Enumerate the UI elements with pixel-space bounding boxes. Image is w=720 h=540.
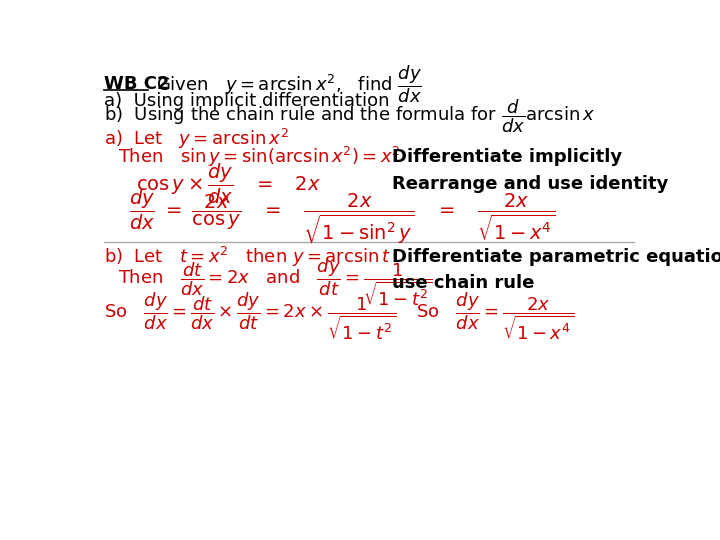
Text: Rearrange and use identity: Rearrange and use identity: [392, 175, 669, 193]
Text: a)  Let   $y = \arcsin x^2$: a) Let $y = \arcsin x^2$: [104, 127, 289, 151]
Text: Differentiate implicitly: Differentiate implicitly: [392, 148, 622, 166]
Text: b)  Let   $t = x^2$   then $y = \arcsin t$: b) Let $t = x^2$ then $y = \arcsin t$: [104, 245, 392, 268]
Text: Then   $\dfrac{dt}{dx} = 2x$   and   $\dfrac{dy}{dt} = \dfrac{1}{\sqrt{1-t^2}}$: Then $\dfrac{dt}{dx} = 2x$ and $\dfrac{d…: [118, 256, 432, 309]
Text: Then   $\sin y = \sin(\arcsin x^2) = x^2$: Then $\sin y = \sin(\arcsin x^2) = x^2$: [118, 145, 400, 169]
Text: WB C2: WB C2: [104, 75, 169, 93]
Text: So   $\dfrac{dy}{dx} = \dfrac{dt}{dx} \times \dfrac{dy}{dt} = 2x \times \dfrac{1: So $\dfrac{dy}{dx} = \dfrac{dt}{dx} \tim…: [104, 291, 396, 342]
Text: $\cos y \times \dfrac{dy}{dx}$   $=$   $2x$: $\cos y \times \dfrac{dy}{dx}$ $=$ $2x$: [137, 162, 322, 206]
Text: Given   $y = \arcsin x^2$,   find $\dfrac{dy}{dx}$: Given $y = \arcsin x^2$, find $\dfrac{dy…: [156, 63, 422, 105]
Text: a)  Using implicit differentiation: a) Using implicit differentiation: [104, 92, 390, 110]
Text: $\dfrac{dy}{dx}\ =\ \dfrac{2x}{\cos y}$$\quad =\quad \dfrac{2x}{\sqrt{1-\sin^2 y: $\dfrac{dy}{dx}\ =\ \dfrac{2x}{\cos y}$$…: [129, 187, 555, 246]
Text: Differentiate parametric equations: Differentiate parametric equations: [392, 247, 720, 266]
Text: So   $\dfrac{dy}{dx} = \dfrac{2x}{\sqrt{1-x^4}}$: So $\dfrac{dy}{dx} = \dfrac{2x}{\sqrt{1-…: [415, 291, 574, 342]
Text: use chain rule: use chain rule: [392, 274, 535, 292]
Text: b)  Using the chain rule and the formula for $\dfrac{d}{dx}\arcsin x$: b) Using the chain rule and the formula …: [104, 98, 595, 135]
